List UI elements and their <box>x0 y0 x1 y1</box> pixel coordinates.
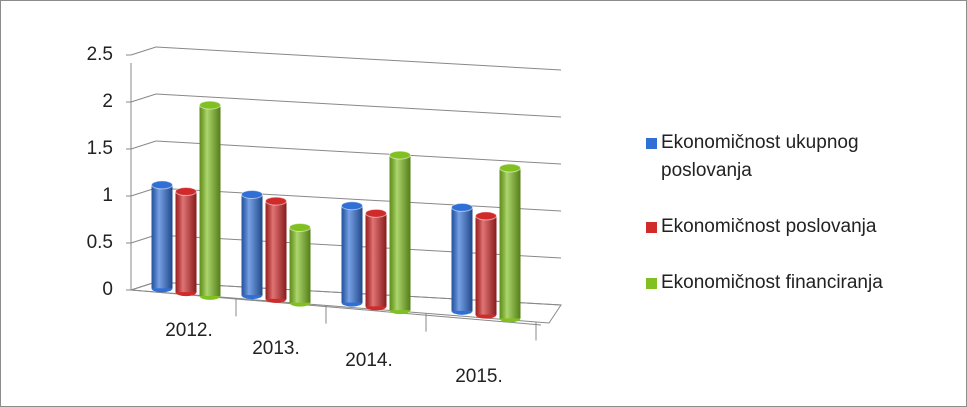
bar-top <box>289 222 311 232</box>
x-tick-label: 2012. <box>165 320 213 341</box>
x-tick-label: 2015. <box>455 366 503 387</box>
grid-line <box>155 140 562 165</box>
bar-top <box>199 100 221 110</box>
bar-shade <box>289 227 311 303</box>
floor-front <box>130 289 542 326</box>
grid-line <box>155 93 562 118</box>
bar-shade <box>499 168 521 319</box>
y-tick-label: 1.5 <box>87 138 113 159</box>
legend-swatch <box>646 222 657 233</box>
legend-swatch <box>646 138 657 149</box>
bar-top <box>341 201 363 211</box>
bar-top <box>451 202 473 212</box>
legend-label: Ekonomičnost poslovanja <box>661 216 877 237</box>
bar-shade <box>151 184 173 289</box>
bar-shade <box>241 194 263 296</box>
legend-swatch <box>646 278 657 289</box>
bar-shade <box>265 201 287 299</box>
grid-line <box>155 46 562 71</box>
bar-top <box>475 211 497 221</box>
grid-side <box>130 140 157 150</box>
x-tick-label: 2013. <box>252 338 300 359</box>
bar-top <box>175 187 197 197</box>
bar-top <box>265 196 287 206</box>
x-tick-label: 2014. <box>345 350 393 371</box>
floor <box>130 281 562 324</box>
y-tick-label: 2.5 <box>87 44 113 65</box>
legend: Ekonomičnost ukupnog poslovanja Ekonomičn… <box>646 129 946 325</box>
bar-top <box>241 189 263 199</box>
y-tick-label: 0.5 <box>87 232 113 253</box>
legend-item: Ekonomičnost financiranja <box>646 269 946 297</box>
y-tick-label: 1 <box>102 185 113 206</box>
bar-shade <box>365 213 387 307</box>
bar-top <box>499 163 521 173</box>
bar-top <box>151 180 173 190</box>
bar-shade <box>389 155 411 311</box>
legend-item: Ekonomičnost ukupnog poslovanja <box>646 129 946 185</box>
bar-shade <box>199 105 221 296</box>
legend-label: Ekonomičnost financiranja <box>661 272 883 293</box>
y-tick-label: 2 <box>102 91 113 112</box>
legend-item: Ekonomičnost poslovanja <box>646 213 946 241</box>
grid-line <box>155 187 562 212</box>
bar-shade <box>475 215 497 315</box>
grid-side <box>130 46 157 56</box>
bar-shade <box>341 205 363 303</box>
bar-top <box>389 150 411 160</box>
legend-label: Ekonomičnost ukupnog poslovanja <box>661 132 859 181</box>
bar-top <box>365 208 387 218</box>
grid-side <box>130 93 157 103</box>
bar-shade <box>451 207 473 311</box>
y-tick-label: 0 <box>102 279 113 300</box>
bar-shade <box>175 191 197 293</box>
